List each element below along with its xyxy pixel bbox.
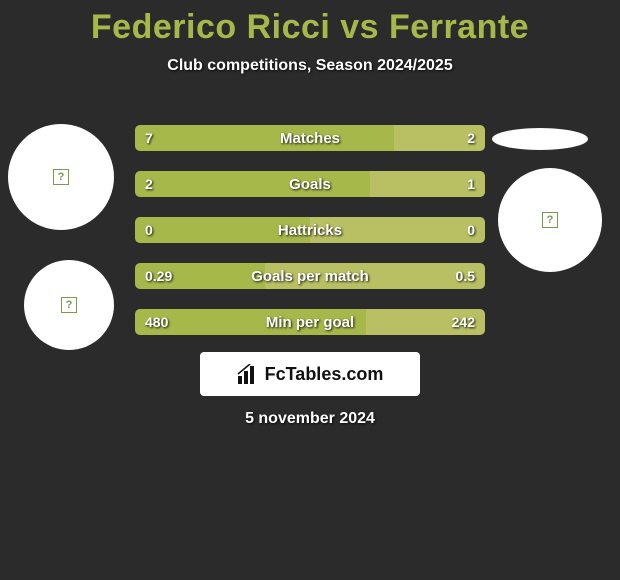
stat-bar-left <box>135 217 310 243</box>
stat-value-left: 480 <box>145 309 168 335</box>
stat-bar-right <box>265 263 486 289</box>
stat-bar-left <box>135 171 370 197</box>
player-left-avatar-2: ? <box>24 260 114 350</box>
player-right-decoration <box>492 128 588 150</box>
image-placeholder-icon: ? <box>542 212 558 228</box>
stat-value-right: 2 <box>467 125 475 151</box>
date-text: 5 november 2024 <box>0 410 620 428</box>
stat-bar: 21Goals <box>135 171 485 197</box>
subtitle: Club competitions, Season 2024/2025 <box>0 57 620 75</box>
page-title: Federico Ricci vs Ferrante <box>0 0 620 47</box>
bar-chart-icon <box>237 364 259 384</box>
stat-value-right: 242 <box>452 309 475 335</box>
brand-text: FcTables.com <box>265 364 384 385</box>
stat-bar: 480242Min per goal <box>135 309 485 335</box>
brand-badge: FcTables.com <box>200 352 420 396</box>
player-right-avatar: ? <box>498 168 602 272</box>
stat-bar: 72Matches <box>135 125 485 151</box>
stat-bar-left <box>135 125 394 151</box>
image-placeholder-icon: ? <box>53 169 69 185</box>
stat-value-left: 2 <box>145 171 153 197</box>
stat-value-right: 0.5 <box>456 263 475 289</box>
stat-bar-left <box>135 309 366 335</box>
image-placeholder-icon: ? <box>61 297 77 313</box>
stat-value-left: 0.29 <box>145 263 172 289</box>
stat-bar: 0.290.5Goals per match <box>135 263 485 289</box>
stat-value-left: 7 <box>145 125 153 151</box>
stat-bar-right <box>310 217 485 243</box>
comparison-bars: 72Matches21Goals00Hattricks0.290.5Goals … <box>135 125 485 355</box>
player-left-avatar-1: ? <box>8 124 114 230</box>
stat-bar: 00Hattricks <box>135 217 485 243</box>
stat-value-right: 1 <box>467 171 475 197</box>
stat-value-right: 0 <box>467 217 475 243</box>
stat-value-left: 0 <box>145 217 153 243</box>
